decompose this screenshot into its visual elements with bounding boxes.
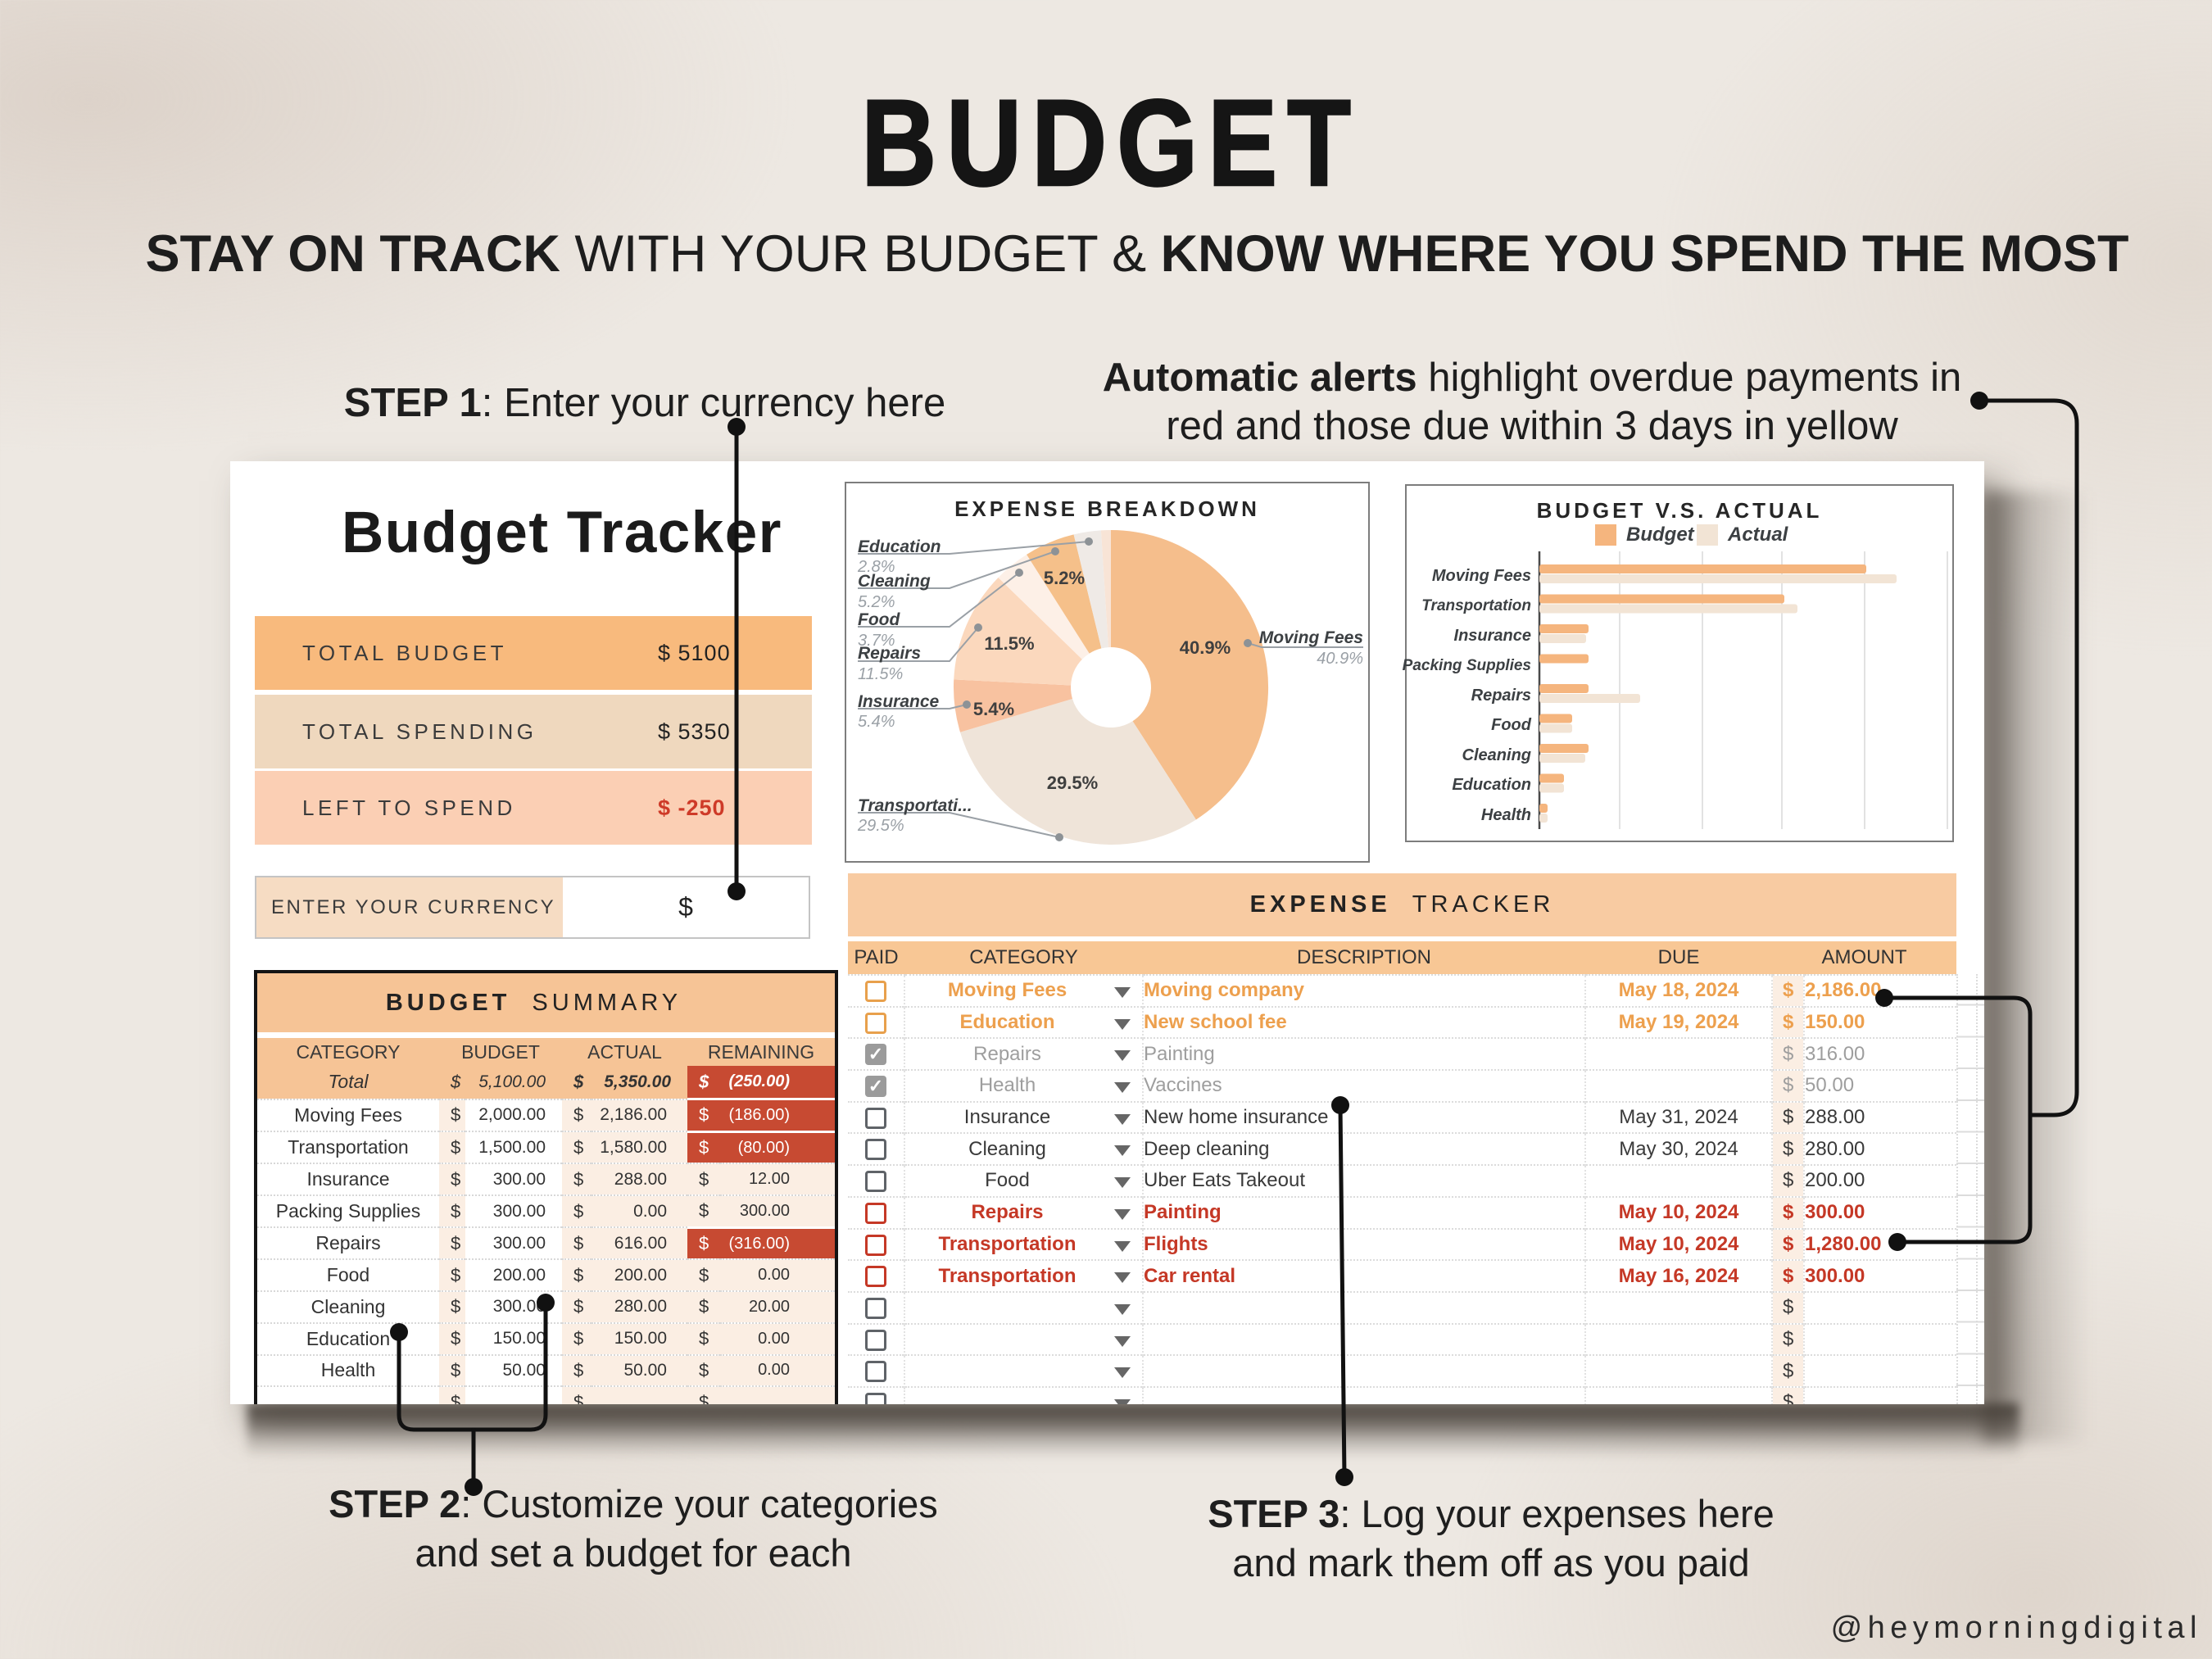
svg-text:Cleaning: Cleaning — [1462, 746, 1531, 764]
svg-text:Repairs: Repairs — [1471, 687, 1531, 705]
svg-text:29.5%: 29.5% — [857, 817, 904, 835]
svg-text:Education: Education — [1452, 776, 1531, 794]
svg-text:5.2%: 5.2% — [1044, 568, 1085, 588]
svg-text:29.5%: 29.5% — [1047, 773, 1098, 793]
svg-text:3.7%: 3.7% — [858, 632, 895, 650]
svg-text:11.5%: 11.5% — [984, 633, 1034, 654]
svg-text:Moving Fees: Moving Fees — [1432, 567, 1531, 585]
svg-text:Health: Health — [1481, 806, 1531, 824]
svg-text:Packing Supplies: Packing Supplies — [1403, 657, 1531, 674]
svg-text:Budget: Budget — [1626, 524, 1695, 546]
svg-text:5.2%: 5.2% — [858, 593, 895, 611]
svg-text:5.4%: 5.4% — [973, 699, 1014, 719]
svg-text:Transportati...: Transportati... — [858, 796, 972, 815]
svg-text:Education: Education — [858, 537, 941, 556]
svg-text:Food: Food — [1491, 716, 1532, 734]
svg-text:Insurance: Insurance — [1454, 627, 1531, 645]
svg-text:Transportation: Transportation — [1421, 597, 1531, 614]
svg-text:40.9%: 40.9% — [1317, 650, 1363, 668]
svg-text:Insurance: Insurance — [858, 692, 940, 711]
svg-text:5.4%: 5.4% — [858, 713, 895, 731]
svg-text:Moving Fees: Moving Fees — [1259, 628, 1363, 647]
svg-text:Repairs: Repairs — [858, 644, 921, 663]
svg-text:2.8%: 2.8% — [857, 558, 895, 576]
svg-text:40.9%: 40.9% — [1180, 637, 1231, 658]
svg-text:Actual: Actual — [1727, 524, 1789, 546]
svg-text:11.5%: 11.5% — [858, 665, 903, 683]
svg-text:Cleaning: Cleaning — [858, 572, 931, 591]
svg-text:Food: Food — [858, 610, 900, 629]
